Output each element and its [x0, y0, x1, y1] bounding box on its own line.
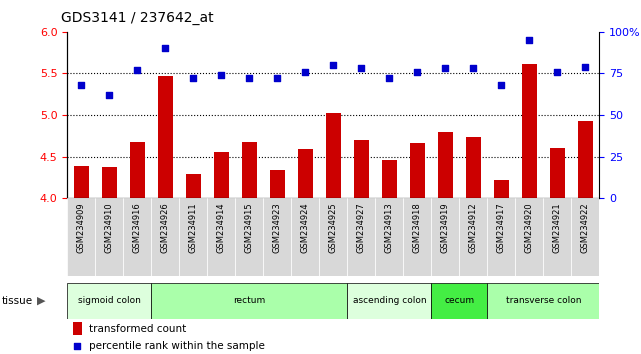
Bar: [158, 76, 173, 198]
Bar: [129, 142, 145, 198]
Bar: [403, 198, 431, 276]
Text: transverse colon: transverse colon: [506, 296, 581, 306]
Point: [384, 76, 394, 81]
Bar: [291, 198, 319, 276]
Bar: [207, 198, 235, 276]
Text: GSM234914: GSM234914: [217, 202, 226, 253]
Text: GDS3141 / 237642_at: GDS3141 / 237642_at: [61, 11, 213, 25]
Bar: [102, 167, 117, 198]
Text: ▶: ▶: [37, 296, 46, 306]
Point: [524, 37, 535, 43]
Bar: [235, 198, 263, 276]
Text: cecum: cecum: [444, 296, 474, 306]
Bar: [213, 153, 229, 198]
Bar: [123, 198, 151, 276]
Text: GSM234925: GSM234925: [329, 202, 338, 253]
Text: percentile rank within the sample: percentile rank within the sample: [88, 341, 265, 351]
Bar: [431, 198, 460, 276]
Point: [104, 92, 115, 98]
Point: [188, 76, 199, 81]
Point: [412, 69, 422, 75]
Text: GSM234924: GSM234924: [301, 202, 310, 253]
Text: GSM234917: GSM234917: [497, 202, 506, 253]
Text: GSM234927: GSM234927: [357, 202, 366, 253]
Bar: [179, 198, 207, 276]
Text: GSM234912: GSM234912: [469, 202, 478, 253]
Bar: [571, 198, 599, 276]
Point: [272, 76, 283, 81]
Point: [72, 343, 82, 349]
Bar: [515, 198, 544, 276]
Point: [356, 65, 367, 71]
Text: GSM234913: GSM234913: [385, 202, 394, 253]
Text: GSM234910: GSM234910: [105, 202, 114, 253]
Point: [216, 72, 226, 78]
Text: rectum: rectum: [233, 296, 265, 306]
Bar: [151, 198, 179, 276]
Text: tissue: tissue: [1, 296, 33, 306]
Bar: [96, 198, 123, 276]
Bar: [522, 64, 537, 198]
Bar: [347, 283, 431, 319]
Bar: [67, 283, 151, 319]
Point: [160, 46, 171, 51]
Point: [468, 65, 478, 71]
Point: [580, 64, 590, 70]
Point: [328, 62, 338, 68]
Text: GSM234915: GSM234915: [245, 202, 254, 253]
Text: GSM234922: GSM234922: [581, 202, 590, 253]
Bar: [347, 198, 376, 276]
Bar: [242, 142, 257, 198]
Bar: [460, 198, 487, 276]
Bar: [410, 143, 425, 198]
Bar: [381, 160, 397, 198]
Text: GSM234909: GSM234909: [77, 202, 86, 253]
Bar: [72, 322, 82, 335]
Bar: [67, 198, 96, 276]
Text: GSM234926: GSM234926: [161, 202, 170, 253]
Bar: [376, 198, 403, 276]
Bar: [151, 283, 347, 319]
Point: [132, 67, 142, 73]
Bar: [438, 132, 453, 198]
Bar: [74, 166, 89, 198]
Text: GSM234911: GSM234911: [189, 202, 198, 253]
Text: GSM234918: GSM234918: [413, 202, 422, 253]
Bar: [487, 198, 515, 276]
Point: [552, 69, 562, 75]
Text: GSM234919: GSM234919: [441, 202, 450, 253]
Point: [76, 82, 87, 88]
Text: GSM234923: GSM234923: [273, 202, 282, 253]
Bar: [354, 140, 369, 198]
Point: [496, 82, 506, 88]
Bar: [326, 113, 341, 198]
Point: [244, 76, 254, 81]
Text: GSM234916: GSM234916: [133, 202, 142, 253]
Bar: [494, 180, 509, 198]
Bar: [465, 137, 481, 198]
Text: GSM234921: GSM234921: [553, 202, 562, 253]
Bar: [263, 198, 291, 276]
Text: transformed count: transformed count: [88, 324, 186, 333]
Bar: [186, 174, 201, 198]
Text: ascending colon: ascending colon: [353, 296, 426, 306]
Bar: [270, 170, 285, 198]
Bar: [578, 121, 593, 198]
Text: sigmoid colon: sigmoid colon: [78, 296, 141, 306]
Bar: [431, 283, 487, 319]
Point: [440, 65, 451, 71]
Bar: [319, 198, 347, 276]
Bar: [544, 198, 571, 276]
Bar: [549, 148, 565, 198]
Point: [300, 69, 310, 75]
Bar: [487, 283, 599, 319]
Text: GSM234920: GSM234920: [525, 202, 534, 253]
Bar: [297, 149, 313, 198]
